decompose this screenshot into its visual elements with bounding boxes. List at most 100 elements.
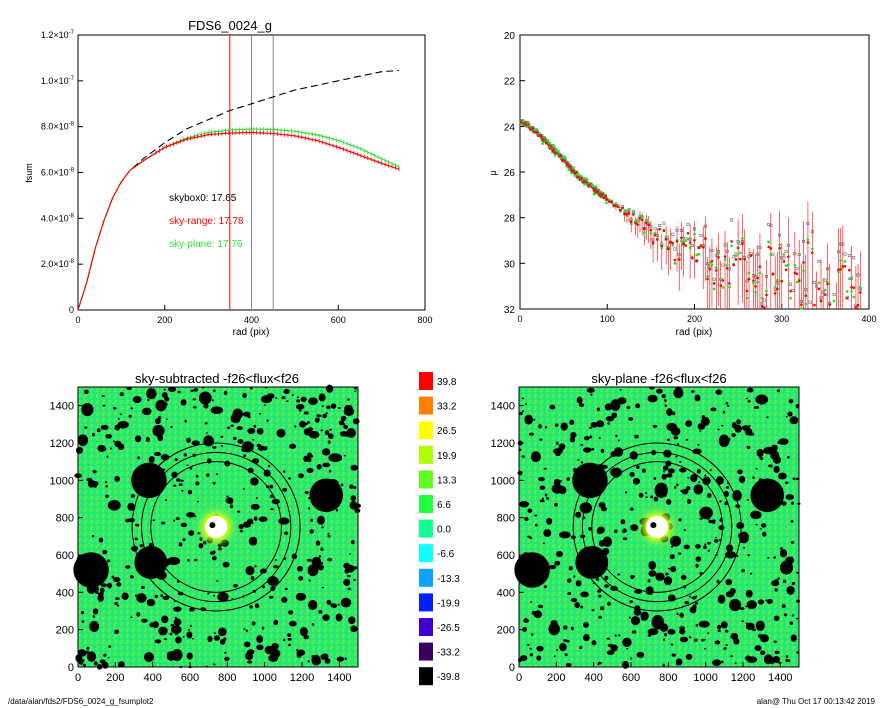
mu-point-green (730, 244, 733, 248)
mu-point-gray (856, 273, 860, 277)
fsum-annotation: skybox0: 17.65 (169, 193, 237, 204)
image-star (97, 594, 104, 602)
image-star (289, 620, 297, 627)
mu-point-red (723, 255, 727, 258)
mu-point-red (795, 272, 799, 276)
image-star (105, 433, 112, 439)
image-star (707, 541, 711, 545)
image-star (568, 566, 573, 571)
image-masked-source (117, 443, 125, 451)
image-star (217, 592, 229, 602)
image-star (81, 620, 85, 623)
mu-point-red (669, 241, 672, 244)
image-star (697, 443, 700, 446)
mu-point-red (739, 257, 742, 261)
image-star (586, 387, 595, 393)
image-star (189, 466, 193, 470)
image-star (718, 539, 722, 541)
image-star (590, 421, 598, 428)
image-star (537, 604, 544, 609)
image-star (569, 419, 575, 425)
image-star (641, 618, 645, 621)
image-star (753, 405, 760, 410)
image-masked-source (131, 462, 167, 499)
mu-point-green (671, 243, 675, 247)
image-star (662, 470, 666, 473)
image-star (278, 517, 290, 525)
image-star (664, 404, 668, 407)
image-star (289, 443, 297, 449)
mu-point-red (621, 206, 624, 210)
image-ytick-label: 1400 (491, 401, 515, 413)
image-star (158, 626, 168, 636)
image-star (269, 484, 274, 489)
image-star (774, 578, 779, 584)
mu-point-red (758, 265, 762, 269)
image-masked-source (514, 552, 550, 588)
image-star (667, 468, 675, 474)
image-star (315, 420, 319, 423)
image-star (249, 605, 253, 609)
fsum-xtick-label: 800 (417, 315, 432, 325)
image-star (671, 411, 676, 416)
image-star (689, 636, 692, 639)
image-star (527, 508, 533, 513)
image-star (690, 474, 698, 483)
fsum-ytick-label: 8.0×10-8 (41, 122, 75, 132)
image-star (772, 655, 781, 664)
image-star (527, 643, 530, 647)
image-star (781, 604, 786, 608)
mu-point-green (745, 296, 749, 300)
image-star (543, 585, 548, 589)
image-star (796, 571, 799, 574)
fsum-xlabel: rad (pix) (233, 327, 270, 338)
image-star (281, 596, 288, 603)
mu-point-red (763, 306, 766, 309)
image-star (282, 487, 288, 492)
mu-point-green (845, 290, 849, 293)
image-star (102, 404, 106, 407)
image-star (725, 579, 733, 586)
image-star (173, 606, 182, 612)
image-star (730, 655, 733, 658)
image-star (770, 450, 780, 460)
image-star (602, 536, 612, 548)
image-star (695, 624, 699, 627)
image-star (77, 434, 89, 447)
image-star (774, 650, 780, 655)
image-star (93, 661, 98, 666)
mu-point-red (686, 232, 690, 235)
mu-point-red (752, 279, 755, 282)
image-star (326, 405, 331, 410)
image-star (245, 629, 248, 633)
image-star (595, 578, 600, 581)
image-star (273, 619, 279, 626)
image-frame (518, 386, 800, 668)
image-star (740, 607, 745, 611)
image-star (276, 428, 286, 438)
image-star (711, 519, 716, 524)
image-star (86, 646, 90, 650)
image-star (766, 598, 773, 604)
image-star (242, 411, 251, 417)
mu-point-gray (778, 233, 782, 237)
image-ytick-label: 0 (509, 662, 515, 674)
image-star (678, 518, 682, 522)
image-star (785, 556, 795, 565)
image-star (177, 591, 184, 596)
image-star (610, 644, 618, 652)
image-star (598, 437, 601, 440)
mu-ytick-label: 24 (504, 122, 516, 133)
colorbar-swatch (419, 544, 433, 563)
mu-point-green (673, 261, 677, 265)
image-star (161, 392, 168, 399)
image-star (212, 446, 217, 449)
image-star (692, 448, 702, 455)
mu-point-red (531, 126, 535, 130)
image-star (192, 398, 196, 401)
image-star (606, 650, 615, 655)
image-star (344, 657, 347, 660)
mu-point-green (535, 127, 538, 131)
mu-point-green (756, 280, 760, 284)
image-star (678, 552, 682, 555)
